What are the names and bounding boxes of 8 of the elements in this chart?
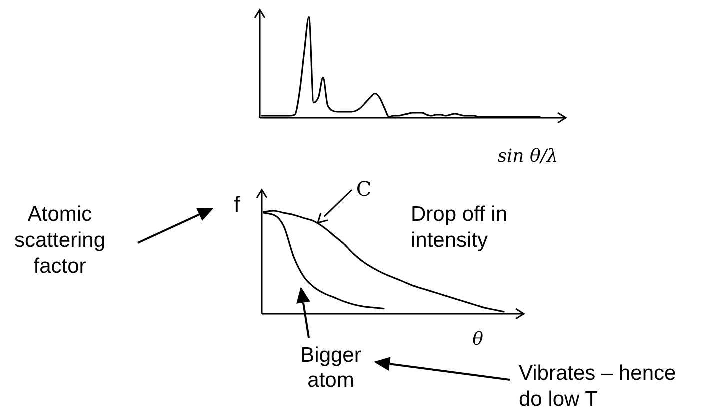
text: C	[356, 177, 372, 201]
annotation: Drop off in intensity	[411, 203, 508, 252]
y-axis-title: f	[234, 192, 241, 217]
x-axis-title: θ	[472, 329, 484, 350]
text: Atomic scattering factor	[14, 203, 106, 278]
text: Vibrates – hence do low T	[519, 362, 676, 407]
x-axis-title: sin θ/λ	[498, 146, 558, 167]
legend-label: Bigger atom	[300, 344, 362, 392]
